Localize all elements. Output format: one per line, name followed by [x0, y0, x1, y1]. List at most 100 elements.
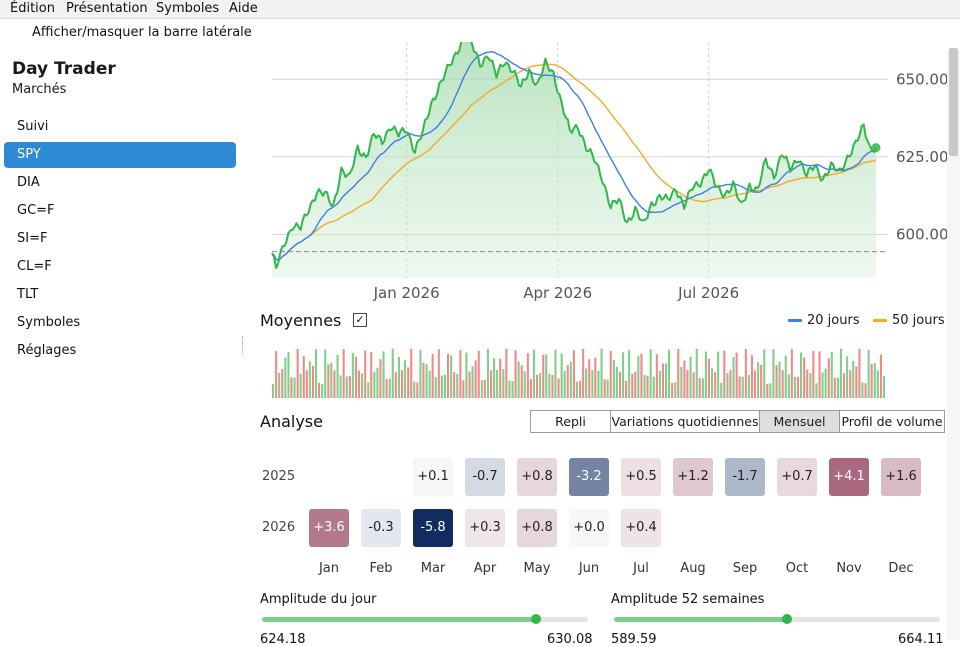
volume-bar: [849, 370, 852, 398]
volume-bar: [818, 351, 821, 398]
volume-bar: [318, 382, 321, 398]
volume-bar: [397, 357, 400, 398]
volume-bar: [861, 382, 864, 398]
volume-bar: [422, 362, 425, 398]
tab-profil-de-volume[interactable]: Profil de volume: [839, 410, 945, 433]
sidebar-item-cl-f[interactable]: CL=F: [4, 254, 236, 280]
volume-bar: [493, 358, 496, 398]
volume-bar: [695, 348, 698, 398]
tab-repli[interactable]: Repli: [530, 410, 611, 433]
sidebar-item-label: DIA: [17, 175, 40, 190]
volume-bar: [367, 382, 370, 398]
moyennes-checkbox[interactable]: ✓: [353, 313, 367, 327]
volume-bar: [704, 351, 707, 398]
heatmap-cell: +0.4: [621, 509, 661, 547]
sidebar-item-suivi[interactable]: Suivi: [4, 114, 236, 140]
volume-bar: [554, 349, 557, 398]
volume-bar: [560, 353, 563, 398]
legend-ma20-swatch: [788, 319, 802, 322]
year-label: 2026: [262, 520, 296, 535]
month-label: Apr: [473, 561, 497, 576]
volume-bar: [480, 380, 483, 398]
volume-bar: [434, 377, 437, 398]
volume-bar: [569, 361, 572, 398]
volume-bar: [846, 356, 849, 398]
volume-bar: [330, 362, 333, 398]
volume-bar: [342, 349, 345, 398]
volume-bar: [793, 377, 796, 398]
sidebar-splitter-handle[interactable]: [242, 336, 245, 354]
main-scrollbar-thumb[interactable]: [949, 48, 958, 156]
menu-symboles[interactable]: Symboles: [156, 1, 220, 16]
volume-bar: [410, 348, 413, 398]
volume-bar: [379, 359, 382, 398]
heatmap-cell: +0.3: [465, 509, 505, 547]
month-label: Jun: [578, 561, 600, 576]
day-range-marker: [530, 614, 541, 624]
sidebar-item-dia[interactable]: DIA: [4, 170, 236, 196]
volume-bar: [361, 373, 364, 398]
volume-bar: [631, 373, 634, 398]
volume-bar: [462, 380, 465, 398]
volume-bar: [735, 352, 738, 398]
volume-bar: [388, 378, 391, 398]
volume-bar: [391, 348, 394, 398]
volume-bar: [354, 356, 357, 398]
menu-edition[interactable]: Édition: [10, 1, 55, 16]
sidebar-item-si-f[interactable]: SI=F: [4, 226, 236, 252]
heatmap-cell: -0.3: [361, 509, 401, 547]
sidebar-item-spy[interactable]: SPY: [4, 142, 236, 168]
volume-bar: [364, 350, 367, 398]
sidebar-item-r-glages[interactable]: Réglages: [4, 338, 236, 364]
volume-bar: [692, 372, 695, 398]
volume-bar: [336, 354, 339, 398]
sidebar-item-label: GC=F: [17, 203, 55, 218]
legend-ma20-label: 20 jours: [807, 313, 860, 328]
volume-bar: [787, 374, 790, 398]
x-tick-label: Jul 2026: [677, 284, 739, 302]
heatmap-cell: +0.7: [777, 458, 817, 496]
tab-variations-quotidiennes[interactable]: Variations quotidiennes: [610, 410, 760, 433]
volume-bar: [698, 378, 701, 398]
volume-bar: [836, 377, 839, 398]
volume-bar: [382, 351, 385, 398]
heatmap-cell: +0.8: [517, 458, 557, 496]
main-scrollbar-track[interactable]: [947, 50, 960, 640]
volume-bar: [539, 373, 542, 398]
volume-bar: [579, 380, 582, 398]
volume-bar: [413, 381, 416, 398]
sidebar-item-tlt[interactable]: TLT: [4, 282, 236, 308]
app-title: Day Trader: [12, 59, 116, 79]
tab-mensuel[interactable]: Mensuel: [759, 410, 840, 433]
volume-bar: [833, 377, 836, 398]
sidebar-item-gc-f[interactable]: GC=F: [4, 198, 236, 224]
volume-bar: [781, 370, 784, 398]
toggle-sidebar-button[interactable]: Afficher/masquer la barre latérale: [32, 25, 252, 40]
month-label: Mar: [420, 561, 446, 576]
heatmap-cell: +0.5: [621, 458, 661, 496]
volume-bar: [671, 382, 674, 398]
menu-aide[interactable]: Aide: [229, 1, 258, 16]
month-label: Nov: [836, 561, 862, 576]
volume-bar: [622, 352, 625, 398]
volume-bar: [824, 368, 827, 398]
menu-presentation[interactable]: Présentation: [66, 1, 148, 16]
month-label: Jul: [633, 561, 649, 576]
legend-ma50-swatch: [873, 319, 887, 322]
heatmap-cell: +4.1: [829, 458, 869, 496]
volume-bar: [532, 349, 535, 398]
sidebar-item-symboles[interactable]: Symboles: [4, 310, 236, 336]
volume-bar: [744, 349, 747, 398]
month-label: May: [523, 561, 551, 576]
volume-bar: [358, 370, 361, 398]
analyse-title: Analyse: [260, 412, 323, 431]
volume-bar: [490, 370, 493, 398]
volume-bar: [385, 378, 388, 398]
heatmap-cell: -3.2: [569, 458, 609, 496]
volume-bar: [287, 352, 290, 398]
volume-bar: [597, 370, 600, 398]
heatmap-cell: +0.1: [413, 458, 453, 496]
volume-bar: [720, 382, 723, 398]
volume-bar: [723, 350, 726, 398]
volume-bar: [315, 349, 318, 398]
